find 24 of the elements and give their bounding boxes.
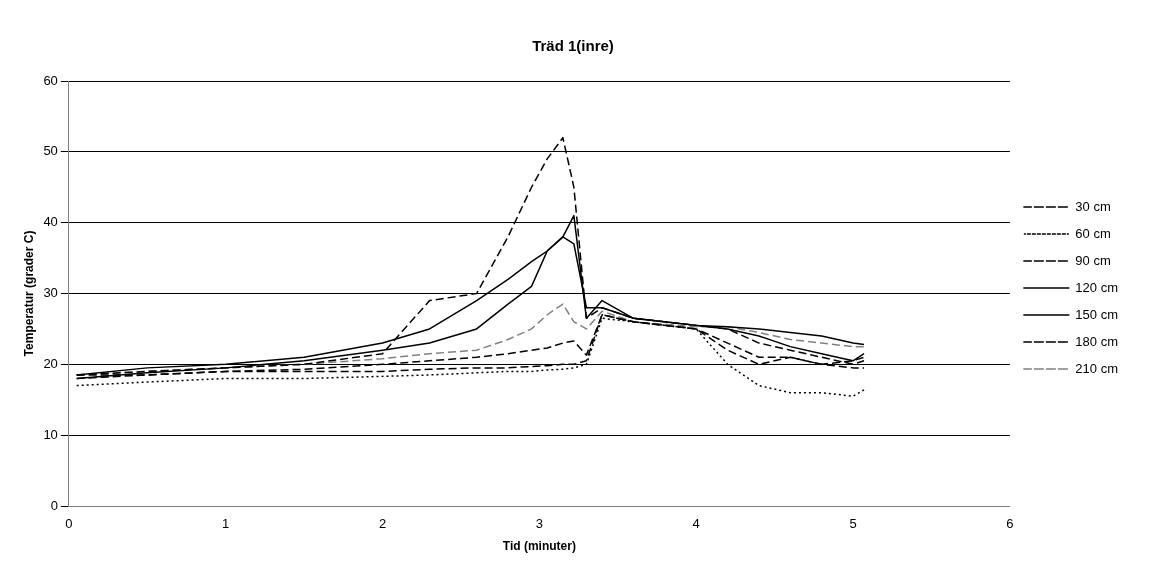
- legend-label: 120 cm: [1075, 279, 1119, 295]
- y-tick-label: 40: [43, 214, 58, 230]
- legend-label: 210 cm: [1075, 360, 1119, 376]
- y-tick-label: 50: [43, 143, 58, 159]
- y-tick-label: 20: [43, 355, 58, 371]
- x-axis-title: Tid (minuter): [502, 539, 576, 554]
- legend-label: 60 cm: [1075, 225, 1111, 241]
- y-axis-title: Temperatur (grader C): [21, 230, 36, 357]
- legend-label: 180 cm: [1075, 333, 1119, 349]
- y-tick-label: 10: [43, 426, 58, 442]
- x-tick-label: 0: [65, 516, 73, 532]
- x-tick-label: 6: [1006, 516, 1014, 532]
- x-tick-label: 1: [222, 516, 230, 532]
- legend-label: 90 cm: [1075, 252, 1111, 268]
- chart-title: Träd 1(inre): [532, 37, 614, 55]
- legend-label: 30 cm: [1075, 198, 1111, 214]
- x-tick-label: 4: [692, 516, 700, 532]
- y-tick-label: 30: [43, 285, 58, 301]
- legend-label: 150 cm: [1075, 306, 1119, 322]
- y-tick-label: 60: [43, 72, 58, 88]
- x-tick-label: 3: [535, 516, 543, 532]
- x-tick-label: 2: [378, 516, 387, 532]
- y-tick-label: 0: [50, 497, 58, 513]
- x-tick-label: 5: [849, 516, 857, 532]
